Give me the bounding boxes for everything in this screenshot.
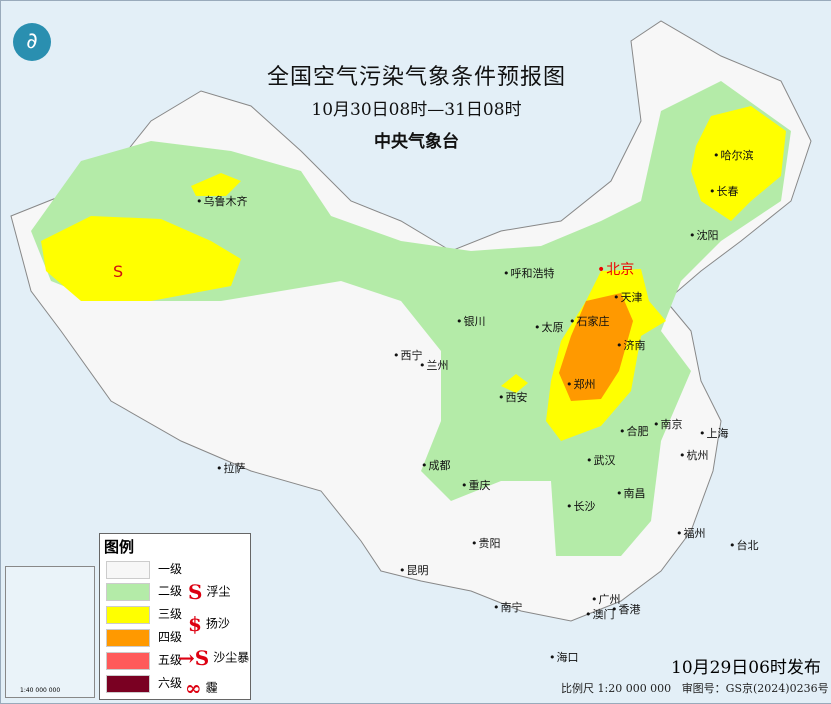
sandstorm-icon: →S 沙尘暴 xyxy=(178,646,250,670)
legend-level-5: 五级 xyxy=(106,651,224,670)
cma-logo: ∂ xyxy=(13,23,51,61)
dust-marker: S xyxy=(113,262,123,281)
city-label: 合肥 xyxy=(619,423,649,439)
city-label: 石家庄 xyxy=(569,313,610,329)
city-label: 乌鲁木齐 xyxy=(196,193,248,209)
map-scale-approval: 比例尺 1:20 000 000 审图号：GS京(2024)0236号 xyxy=(561,682,829,695)
issue-time: 10月29日06时发布 xyxy=(671,658,821,678)
legend: 图例 一级 二级 三级 四级 五级 六级 S 浮尘 $ 扬沙 →S 沙尘暴 ∞ 霾 xyxy=(99,533,251,700)
city-label: 郑州 xyxy=(566,376,596,392)
city-label: 西宁 xyxy=(393,347,423,363)
city-label: 长沙 xyxy=(566,498,596,514)
blowing-sand-icon: $ 扬沙 xyxy=(188,612,230,636)
level3-north-xinjiang xyxy=(191,173,241,196)
legend-level-1: 一级 xyxy=(106,560,224,579)
city-label: 哈尔滨 xyxy=(713,147,754,163)
city-label: 南昌 xyxy=(616,485,646,501)
legend-title: 图例 xyxy=(104,538,135,556)
city-label: 昆明 xyxy=(399,562,429,578)
city-label: 杭州 xyxy=(679,447,709,463)
city-label: 北京 xyxy=(597,259,634,279)
city-label: 天津 xyxy=(613,289,643,305)
city-label: 银川 xyxy=(456,313,486,329)
city-label: 上海 xyxy=(699,425,729,441)
city-label: 澳门 xyxy=(585,606,615,622)
legend-level-6: 六级 xyxy=(106,674,224,693)
forecast-period: 10月30日08时—31日08时 xyxy=(311,100,522,120)
city-label: 拉萨 xyxy=(216,460,246,476)
legend-level-4: 四级 xyxy=(106,628,224,647)
city-label: 太原 xyxy=(534,319,564,335)
inset-scale: 1:40 000 000 xyxy=(20,687,61,694)
city-label: 济南 xyxy=(616,337,646,353)
city-label: 沈阳 xyxy=(689,227,719,243)
city-label: 长春 xyxy=(709,183,739,199)
city-label: 重庆 xyxy=(461,477,491,493)
city-label: 兰州 xyxy=(419,357,449,373)
floating-dust-icon: S 浮尘 xyxy=(188,580,231,604)
city-label: 西安 xyxy=(498,389,528,405)
city-label: 南京 xyxy=(653,416,683,432)
map-title: 全国空气污染气象条件预报图 xyxy=(266,65,566,90)
legend-level-3: 三级 xyxy=(106,605,224,624)
south-china-sea-inset: 1:40 000 000 xyxy=(5,566,95,698)
city-label: 台北 xyxy=(729,537,759,553)
issuer: 中央气象台 xyxy=(374,132,459,152)
level4-region xyxy=(559,293,633,401)
city-label: 成都 xyxy=(421,457,451,473)
city-label: 呼和浩特 xyxy=(503,265,555,281)
haze-icon: ∞ 霾 xyxy=(185,676,218,700)
level3-south-xinjiang xyxy=(41,216,241,301)
city-label: 贵阳 xyxy=(471,535,501,551)
city-label: 海口 xyxy=(549,649,579,665)
city-label: 南宁 xyxy=(493,599,523,615)
city-label: 福州 xyxy=(676,525,706,541)
city-label: 武汉 xyxy=(586,452,616,468)
legend-level-2: 二级 xyxy=(106,582,224,601)
city-label: 香港 xyxy=(611,601,641,617)
